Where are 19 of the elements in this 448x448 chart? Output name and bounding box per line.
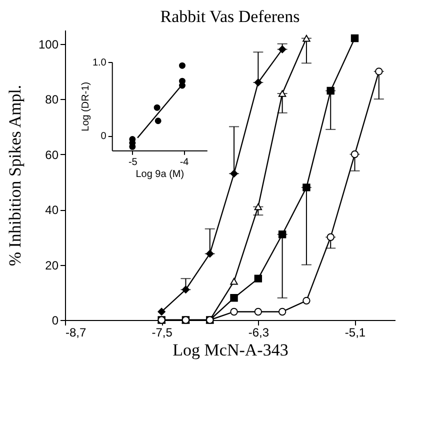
chart-title: Rabbit Vas Deferens — [160, 7, 300, 26]
y-tick-label: 80 — [45, 92, 59, 107]
y-tick-label: 0 — [100, 131, 107, 142]
y-axis-title: Log (DR-1) — [80, 82, 92, 132]
y-tick-label: 1.0 — [92, 57, 107, 68]
y-tick-label: 0 — [52, 314, 59, 328]
y-axis-title: % Inhibition Spikes Ampl. — [5, 84, 24, 266]
x-tick-label: -4 — [180, 156, 190, 168]
x-tick-label: -8,7 — [66, 326, 87, 340]
x-tick-label: -5,1 — [344, 326, 366, 340]
x-axis-title: Log McN-A-343 — [172, 340, 288, 360]
y-tick-label: 60 — [45, 148, 59, 162]
x-tick-label: -6,3 — [248, 326, 270, 340]
y-tick-label: 40 — [45, 203, 59, 218]
x-tick-label: -5 — [128, 156, 138, 168]
x-tick-label: -7,5 — [152, 326, 173, 340]
y-tick-label: 20 — [45, 258, 59, 272]
x-axis-title: Log 9a (M) — [136, 168, 184, 180]
y-tick-label: 100 — [38, 37, 59, 52]
